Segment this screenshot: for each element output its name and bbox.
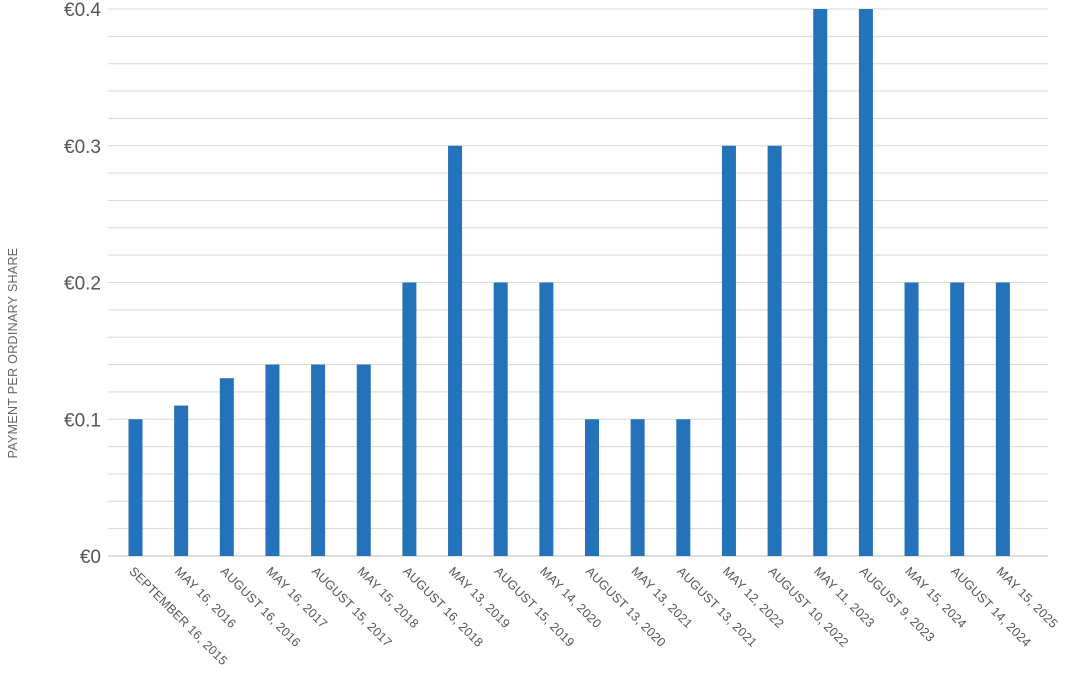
bar [904,282,919,556]
x-tick-label: AUGUST 15, 2017 [309,564,395,650]
bars [128,9,1010,556]
bar [402,282,417,556]
x-tick-label: AUGUST 15, 2019 [492,564,578,650]
y-tick-label: €0.1 [64,410,101,431]
bar [493,282,508,556]
y-tick-label: €0.2 [64,274,101,295]
y-axis-ticks: €0 €0.1 €0.2 €0.3 €0.4 [64,0,101,568]
bar [174,405,189,556]
bar [630,419,645,556]
x-tick-label: AUGUST 16, 2018 [400,564,486,650]
bar [219,378,234,556]
bar [676,419,691,556]
y-tick-label: €0.3 [64,137,101,158]
bar [813,9,828,556]
x-tick-label: AUGUST 10, 2022 [765,564,851,650]
bar [311,364,326,556]
gridlines [108,8,1048,557]
bar [995,282,1010,556]
bar [539,282,554,556]
bar [950,282,965,556]
bar [356,364,371,556]
bar [265,364,280,556]
y-tick-label: €0.4 [64,0,101,21]
bar [585,419,599,556]
bar [721,145,736,556]
bar [858,9,873,556]
x-tick-label: AUGUST 13, 2021 [674,564,760,650]
x-tick-label: AUGUST 14, 2024 [948,564,1034,650]
x-tick-label: AUGUST 13, 2020 [583,564,669,650]
x-tick-label: AUGUST 16, 2016 [218,564,304,650]
bar [767,145,782,556]
y-tick-label: €0 [80,547,101,568]
y-axis-label: PAYMENT PER ORDINARY SHARE [6,248,20,459]
bar [448,145,463,556]
bar [128,419,143,556]
